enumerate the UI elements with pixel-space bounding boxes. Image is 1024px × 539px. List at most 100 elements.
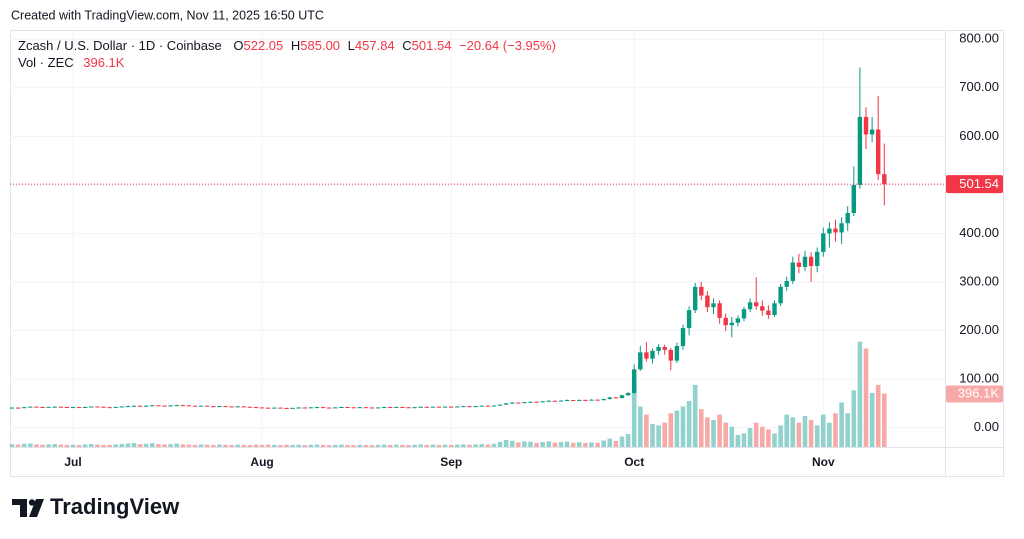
volume-bar bbox=[717, 414, 722, 447]
volume-bar bbox=[485, 444, 491, 447]
candle-body bbox=[869, 129, 875, 135]
volume-bar bbox=[656, 425, 661, 447]
candle-body bbox=[394, 406, 399, 408]
volume-bar bbox=[192, 444, 198, 447]
candle-body bbox=[15, 407, 21, 409]
y-tick-label: 600.00 bbox=[959, 128, 999, 143]
candle-body bbox=[705, 295, 710, 308]
candle-body bbox=[412, 407, 417, 409]
candle-body bbox=[851, 184, 856, 214]
candle-body bbox=[632, 369, 637, 394]
candle-body bbox=[107, 407, 112, 409]
volume-bar bbox=[113, 444, 118, 447]
candle-body bbox=[461, 406, 466, 408]
volume-bar bbox=[821, 414, 826, 447]
candle-body bbox=[83, 406, 88, 408]
candle-body bbox=[540, 401, 545, 403]
volume-bar bbox=[448, 444, 454, 447]
candle-body bbox=[436, 406, 442, 408]
volume-bar bbox=[497, 441, 503, 447]
volume-bar bbox=[467, 444, 472, 447]
volume-bar bbox=[644, 414, 649, 447]
candle-body bbox=[272, 407, 277, 409]
candle-body bbox=[119, 406, 124, 408]
volume-bar bbox=[223, 444, 228, 447]
volume-bar bbox=[28, 443, 33, 447]
ohlc-value: 585.00 bbox=[300, 38, 341, 53]
candle-body bbox=[52, 406, 57, 408]
candle-body bbox=[528, 401, 533, 403]
candle-body bbox=[58, 406, 63, 408]
volume-bar bbox=[21, 443, 27, 447]
volume-bar bbox=[302, 445, 308, 447]
volume-bar bbox=[412, 444, 417, 447]
volume-bar bbox=[278, 445, 283, 447]
volume-bar bbox=[436, 444, 442, 447]
volume-legend: Vol · ZEC 396.1K bbox=[18, 55, 124, 70]
candle-body bbox=[796, 262, 802, 267]
candle-body bbox=[619, 395, 625, 399]
volume-bar bbox=[875, 384, 881, 447]
volume-bar bbox=[851, 390, 857, 447]
volume-bar bbox=[802, 415, 808, 447]
volume-bar bbox=[82, 444, 88, 447]
ohlc-key: C bbox=[402, 38, 412, 53]
candle-body bbox=[711, 303, 716, 308]
candle-body bbox=[583, 399, 588, 401]
candle-body bbox=[351, 407, 356, 409]
candle-body bbox=[845, 213, 850, 224]
volume-bar bbox=[70, 444, 76, 447]
volume-bar bbox=[790, 417, 796, 447]
volume-bar bbox=[229, 444, 234, 447]
candle-body bbox=[22, 407, 27, 409]
volume-bar bbox=[89, 444, 94, 447]
volume-bar bbox=[638, 406, 643, 447]
candle-body bbox=[34, 406, 39, 408]
candle-body bbox=[595, 399, 600, 401]
volume-bar bbox=[119, 443, 125, 447]
volume-bar bbox=[772, 433, 777, 447]
candle-body bbox=[223, 406, 228, 408]
candle-body bbox=[174, 405, 179, 407]
volume-bar bbox=[64, 444, 70, 447]
volume-bar bbox=[784, 414, 789, 447]
candle-body bbox=[144, 405, 149, 407]
x-tick-label: Oct bbox=[624, 455, 644, 469]
last-price-label: 501.54 bbox=[959, 176, 999, 191]
change: −20.64 (−3.95%) bbox=[459, 38, 556, 53]
candle-body bbox=[449, 406, 454, 408]
candle-body bbox=[741, 309, 747, 319]
candle-body bbox=[467, 406, 472, 408]
volume-bar bbox=[339, 444, 344, 447]
volume-bar bbox=[699, 409, 704, 447]
candle-body bbox=[381, 407, 387, 409]
candle-body bbox=[485, 405, 490, 407]
ohlc-value: 501.54 bbox=[411, 38, 452, 53]
volume-bar bbox=[692, 384, 698, 447]
candle-body bbox=[723, 317, 728, 326]
volume-bar bbox=[351, 445, 356, 447]
volume-bar bbox=[741, 433, 747, 447]
candle-body bbox=[406, 407, 411, 409]
candle-body bbox=[211, 406, 216, 408]
candle-body bbox=[821, 233, 826, 252]
volume-bar bbox=[558, 442, 564, 447]
volume-bar bbox=[204, 444, 210, 447]
volume-bar bbox=[735, 434, 741, 447]
candle-body bbox=[259, 407, 265, 409]
candle-body bbox=[339, 407, 344, 409]
volume-bar bbox=[570, 442, 576, 447]
volume-bar bbox=[284, 444, 289, 447]
candle-body bbox=[375, 407, 381, 409]
volume-bar bbox=[357, 444, 362, 447]
volume-bar bbox=[394, 444, 399, 447]
volume-bar bbox=[857, 341, 863, 447]
volume-bar bbox=[15, 444, 21, 447]
volume-bar bbox=[583, 443, 588, 447]
candle-body bbox=[601, 399, 606, 401]
volume-bar bbox=[662, 422, 667, 447]
candle-body bbox=[125, 406, 131, 408]
volume-bar bbox=[406, 445, 411, 447]
candle-body bbox=[863, 116, 869, 135]
